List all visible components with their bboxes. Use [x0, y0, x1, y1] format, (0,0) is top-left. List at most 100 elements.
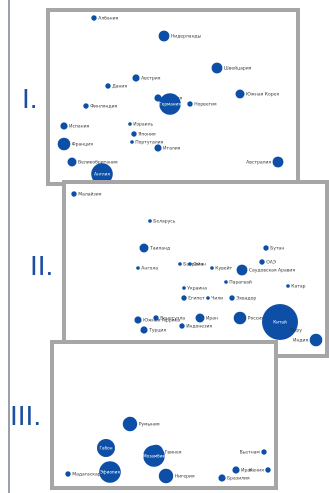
bubble-label-1-7: Финляндия: [90, 104, 117, 110]
bubble-3-2: [122, 416, 138, 432]
chart-panel-2: Малайзия Беларусь Таиланд Ангола Бахрейн Оман…: [62, 180, 329, 358]
bubble-1-13: [57, 137, 71, 151]
bubble-1-12: [131, 131, 137, 137]
bubble-1-2: [158, 30, 170, 42]
bubble-label-2-9: ОАЭ: [266, 260, 276, 266]
bubble-label-1-5: Дания: [112, 84, 127, 90]
bubble-1-3: [211, 62, 223, 74]
bubble-label-3-4: Гвинея: [165, 450, 182, 456]
bubble-label-2-25: Индия: [293, 338, 308, 344]
chart-panel-3: Вьетнам Румыния Габон Гвинея Мозамбик Эфиопия…: [50, 340, 278, 490]
bubble-label-1-15: Италия: [163, 146, 181, 152]
bubble-3-3: [97, 439, 115, 457]
left-border-line: [8, 0, 10, 493]
bubble-1-14: [130, 140, 134, 144]
bubble-label-2-21: Турция: [148, 328, 166, 334]
bubble-label-3-9: Бразилия: [227, 476, 250, 482]
bubble-label-3-2: Румыния: [139, 422, 160, 428]
bubble-label-2-20: Индонезия: [186, 324, 212, 330]
bubble-3-6: [99, 461, 121, 483]
bubble-label-1-19: Австралия: [246, 160, 271, 166]
bubble-3-1: [261, 449, 267, 455]
bubble-label-2-24: Перу: [290, 328, 302, 334]
bubble-label-1-12: Япония: [138, 132, 156, 138]
bubble-label-1-14: Португалия: [135, 140, 163, 146]
panel-label-1: I.: [22, 83, 38, 114]
bubble-label-2-11: Парагвай: [229, 279, 252, 286]
bubble-2-5: [178, 262, 182, 266]
bubble-1-6: [235, 89, 245, 99]
bubble-2-10: [236, 264, 248, 276]
bubble-label-1-10: Норвегия: [194, 102, 217, 108]
bubble-2-3: [139, 243, 149, 253]
bubble-1-11: [128, 122, 132, 126]
bubble-label-2-23: Китай: [273, 320, 287, 325]
bubble-label-2-4: Ангола: [141, 266, 158, 272]
bubble-2-23: [262, 304, 298, 340]
bubble-3-5: [143, 445, 165, 467]
bubble-2-17: [195, 313, 205, 323]
chart-panel-1: Албания Нидерланды Швейцария Австрия Дания Юж…: [46, 8, 300, 186]
bubble-3-9: [218, 474, 226, 482]
bubble-1-4: [132, 74, 140, 82]
bubble-2-4: [136, 266, 140, 270]
bubble-1-18: [91, 163, 113, 182]
bubble-1-15: [154, 144, 162, 152]
bubble-3-7: [158, 468, 174, 484]
bubble-label-3-11: Кения: [249, 468, 264, 474]
bubble-chart-1: Албания Нидерланды Швейцария Австрия Дания Юж…: [57, 15, 284, 182]
bubble-2-7: [210, 266, 214, 270]
bubble-label-2-7: Кувейт: [215, 265, 232, 272]
bubble-2-15: [206, 296, 210, 300]
bubble-2-13: [286, 284, 290, 288]
bubble-1-7: [83, 103, 89, 109]
bubble-label-2-5: Бахрейн: [183, 261, 203, 268]
bubble-2-25: [309, 333, 323, 347]
bubble-label-1-9: Германия: [159, 102, 181, 107]
bubble-2-1: [71, 191, 77, 197]
bubble-label-3-10: Мадагаскар: [72, 472, 101, 478]
bubble-2-20: [179, 323, 185, 329]
bubble-label-1-11: Израиль: [133, 122, 153, 128]
bubble-label-2-12: Украина: [187, 286, 207, 292]
bubble-label-2-8: Бутан: [270, 246, 284, 252]
bubble-label-3-3: Габон: [99, 446, 112, 451]
bubble-2-24: [283, 327, 289, 333]
bubble-2-19: [153, 315, 159, 321]
bubble-label-2-18: Южная Африка: [143, 318, 180, 324]
bubble-2-9: [259, 259, 265, 265]
bubble-2-16: [229, 295, 235, 301]
bubble-2-2: [148, 219, 152, 223]
bubble-label-2-15: Чили: [211, 296, 223, 302]
bubble-2-21: [140, 326, 148, 334]
bubble-label-1-16: Испания: [69, 124, 89, 130]
bubble-2-8: [263, 245, 269, 251]
bubble-label-1-3: Швейцария: [224, 65, 252, 72]
bubble-3-8: [232, 466, 240, 474]
bubble-2-12: [182, 286, 186, 290]
bubble-1-17: [67, 157, 77, 167]
bubble-1-8: [154, 94, 162, 102]
bubble-2-11: [224, 280, 228, 284]
panel-label-3: III.: [10, 400, 42, 431]
bubble-label-3-5: Мозамбик: [143, 454, 165, 459]
bubble-label-1-17: Великобритания: [78, 160, 118, 166]
bubble-label-1-13: Франция: [72, 142, 93, 148]
bubble-2-14: [181, 295, 187, 301]
bubble-label-1-4: Австрия: [141, 76, 161, 82]
bubble-label-2-16: Эквадор: [236, 296, 256, 302]
bubble-1-10: [187, 101, 193, 107]
bubble-label-2-17: Иран: [206, 316, 218, 322]
bubble-1-5: [105, 83, 111, 89]
bubble-label-2-3: Таиланд: [149, 246, 170, 252]
bubble-label-2-22: Россия: [248, 316, 264, 322]
bubble-label-2-19: Венесуэла: [160, 316, 185, 322]
bubble-1-9: [159, 93, 181, 115]
bubble-label-3-1: Вьетнам: [240, 450, 260, 456]
bubble-label-1-18: Англия: [94, 172, 110, 177]
bubble-label-1-6: Южная Корея: [246, 92, 279, 98]
bubble-3-11: [265, 467, 271, 473]
bubble-2-22: [233, 311, 247, 325]
bubble-label-2-14: Египет: [188, 296, 205, 302]
